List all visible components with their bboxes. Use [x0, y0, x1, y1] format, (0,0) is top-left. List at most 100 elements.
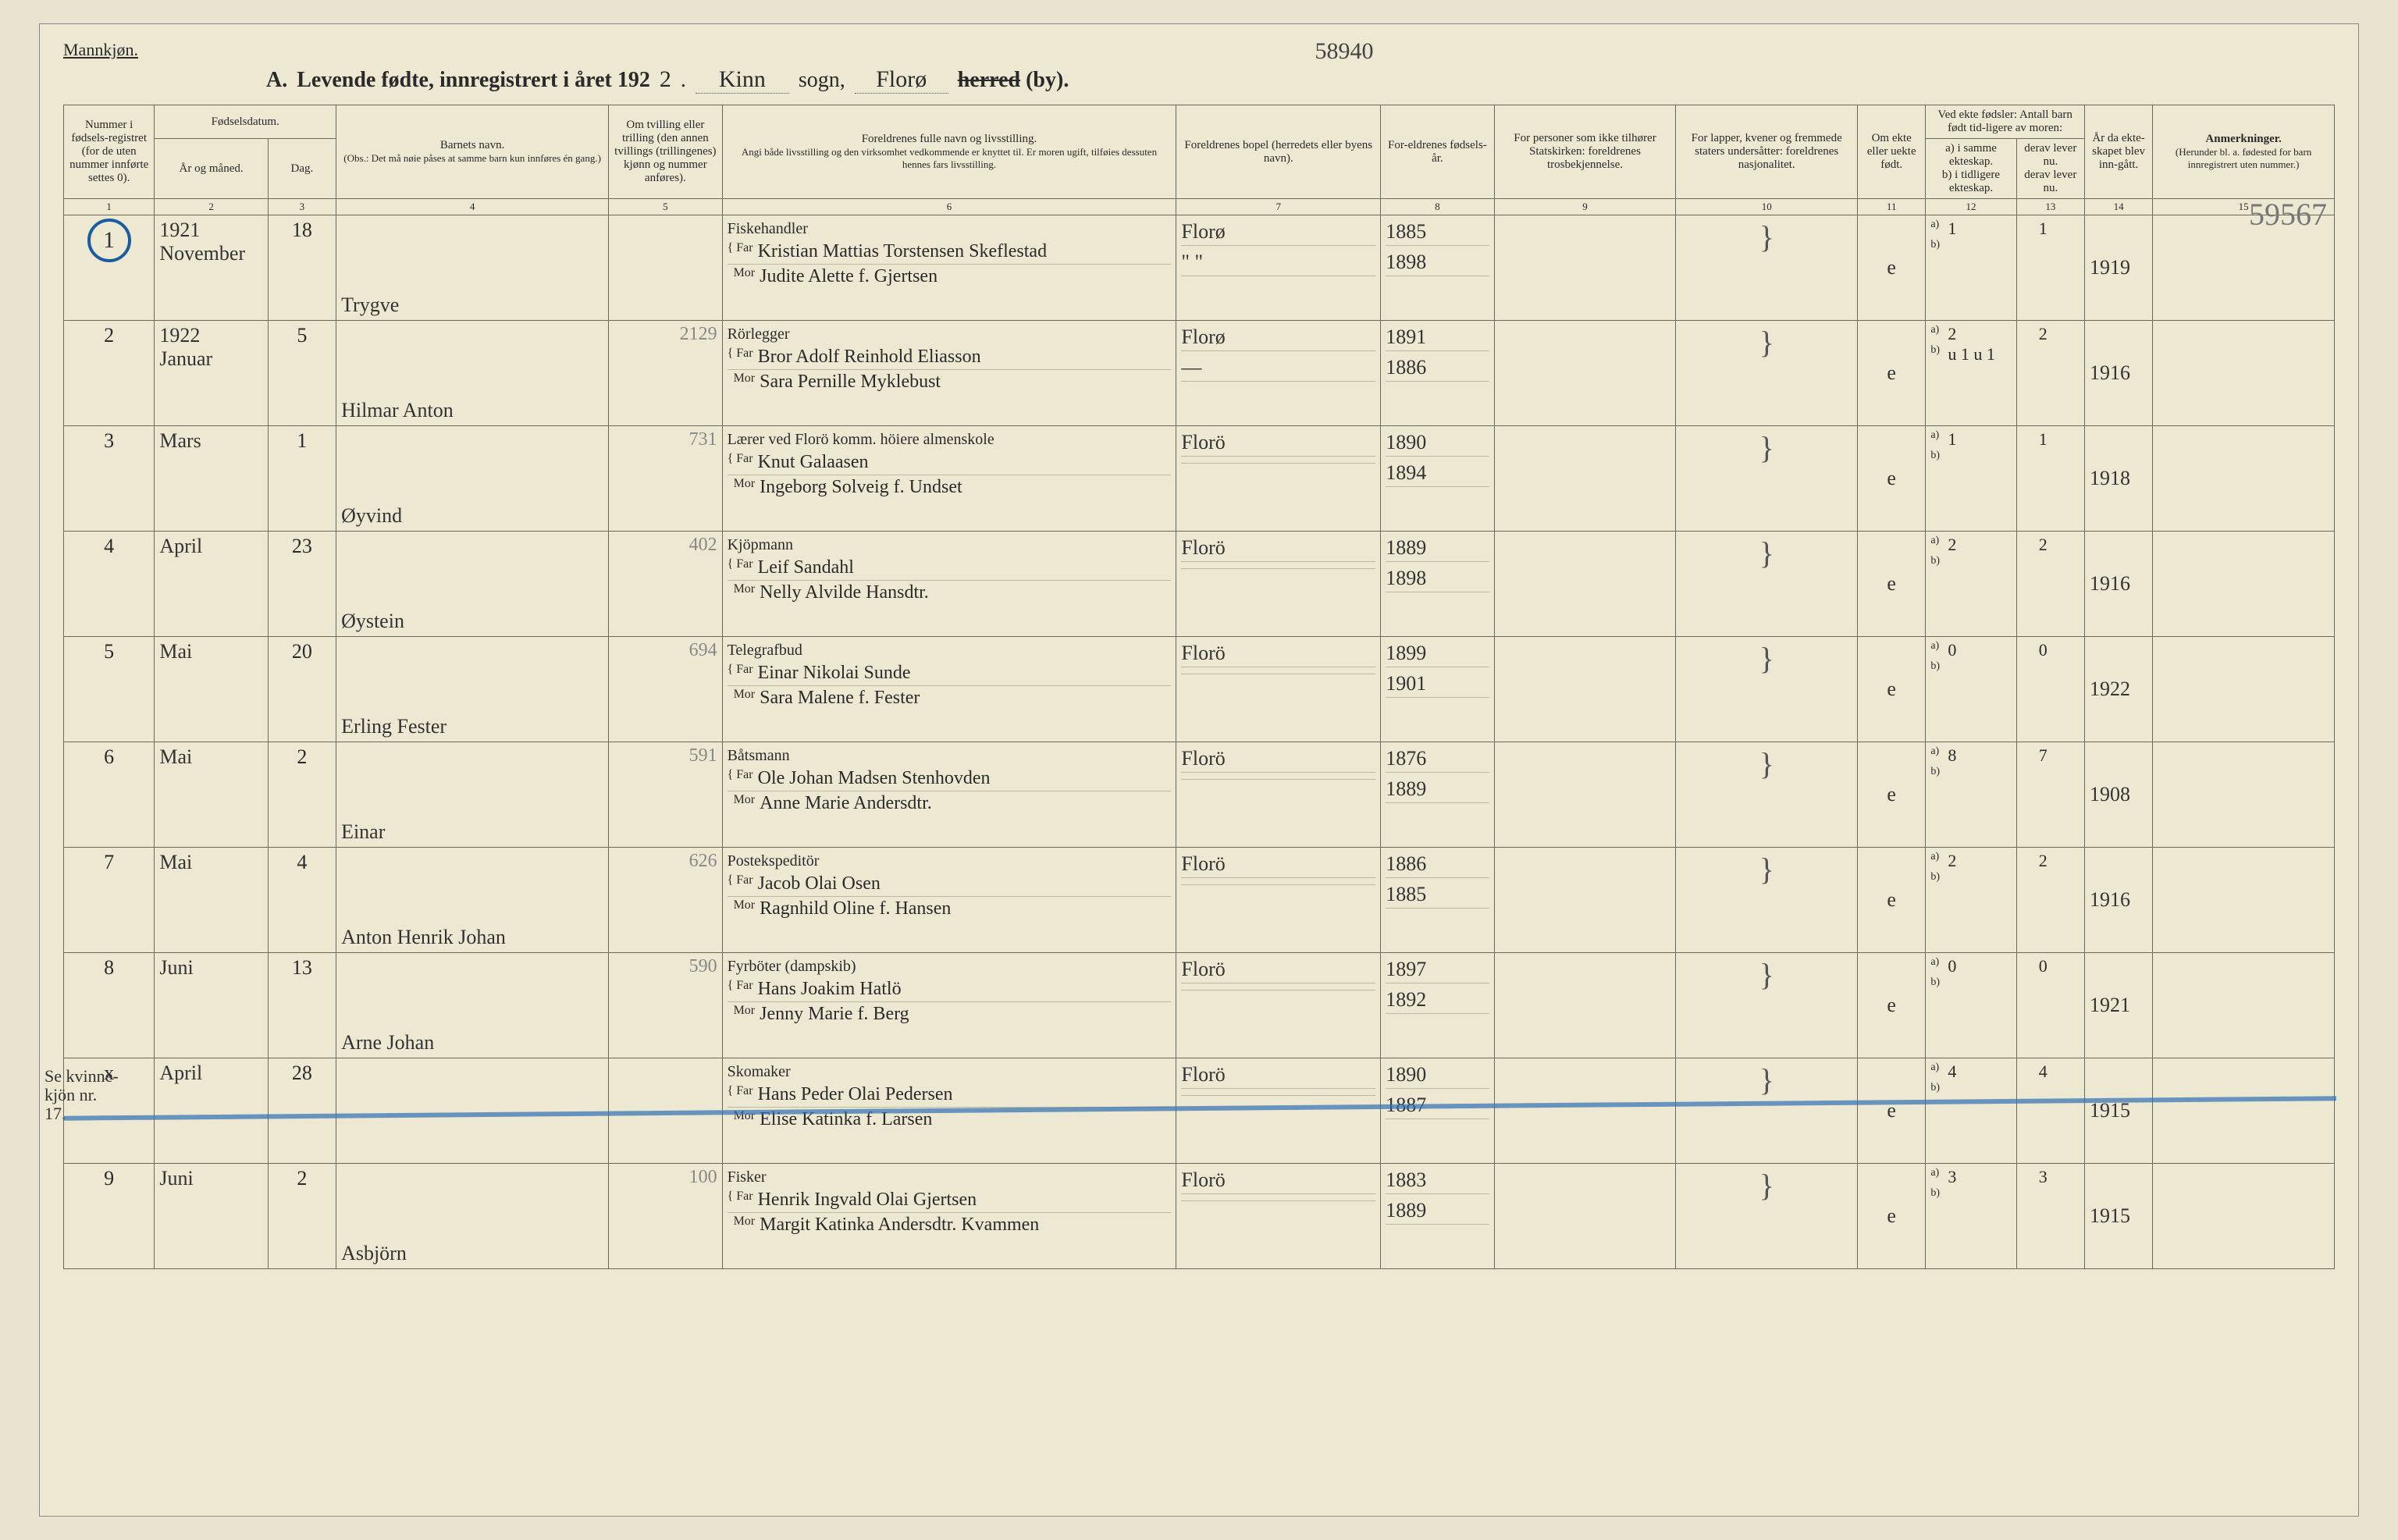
cell-num: 6: [64, 742, 155, 848]
mor-name: Ingeborg Solveig f. Undset: [760, 477, 1171, 498]
cell-year-month: Juni: [155, 953, 268, 1058]
cell-twin: 100: [609, 1164, 722, 1269]
cell-marriage-year: 1916: [2084, 848, 2152, 953]
cell-twin: [609, 215, 722, 321]
cell-children-alive: 1: [2016, 426, 2084, 532]
cell-parents: Telegrafbud { FarEinar Nikolai Sunde Mor…: [722, 637, 1176, 742]
cell-nationality: }: [1676, 426, 1858, 532]
cell-child-name: Øystein: [336, 532, 609, 637]
occupation: Rörlegger: [728, 325, 1172, 343]
mor-label: Mor: [728, 1215, 756, 1236]
cell-num: 9: [64, 1164, 155, 1269]
register-page: 58940 59567 Mannkjøn. A. Levende fødte, …: [39, 23, 2359, 1517]
cell-parent-years: 18971892: [1381, 953, 1494, 1058]
cell-faith: [1494, 426, 1676, 532]
far-name: Bror Adolf Reinhold Eliasson: [758, 347, 1172, 368]
cell-bopel: Florö: [1176, 848, 1381, 953]
cell-parent-years: 18911886: [1381, 321, 1494, 426]
stamp-number: 58940: [1315, 38, 1374, 65]
cell-day: 28: [268, 1058, 336, 1164]
cell-bopel: Florø—: [1176, 321, 1381, 426]
cell-faith: [1494, 321, 1676, 426]
col-number-row: 1 2 3 4 5 6 7 8 9 10 11 12 13 14 15: [64, 199, 2335, 215]
cell-day: 4: [268, 848, 336, 953]
cell-ekte: e: [1858, 321, 1926, 426]
mor-label: Mor: [728, 372, 756, 393]
mor-name: Margit Katinka Andersdtr. Kvammen: [760, 1215, 1171, 1236]
cell-children-a: a)8 b): [1926, 742, 2016, 848]
herred-value: Florø: [855, 66, 948, 94]
cell-children-alive: 4: [2016, 1058, 2084, 1164]
cell-parents: Postekspeditör { FarJacob Olai Osen MorR…: [722, 848, 1176, 953]
col-2-group: Fødselsdatum.: [155, 105, 336, 139]
cell-faith: [1494, 742, 1676, 848]
mor-label: Mor: [728, 266, 756, 287]
mor-name: Sara Pernille Myklebust: [760, 372, 1171, 393]
cell-ekte: e: [1858, 1058, 1926, 1164]
cell-remarks: [2153, 321, 2335, 426]
cell-day: 1: [268, 426, 336, 532]
cell-parents: Kjöpmann { FarLeif Sandahl MorNelly Alvi…: [722, 532, 1176, 637]
occupation: Skomaker: [728, 1063, 1172, 1081]
col-11-header: Om ekte eller uekte født.: [1858, 105, 1926, 199]
cell-year-month: 1921November: [155, 215, 268, 321]
cell-bopel: Florø" ": [1176, 215, 1381, 321]
cell-remarks: [2153, 1058, 2335, 1164]
col-2a: År og måned.: [155, 139, 268, 199]
col-10-header: For lapper, kvener og fremmede staters u…: [1676, 105, 1858, 199]
by-label: (by).: [1026, 68, 1069, 92]
table-row: 7 Mai 4 Anton Henrik Johan 626 Postekspe…: [64, 848, 2335, 953]
cell-ekte: e: [1858, 848, 1926, 953]
cell-parent-years: 18761889: [1381, 742, 1494, 848]
cell-twin: 2129: [609, 321, 722, 426]
occupation: Båtsmann: [728, 747, 1172, 765]
mor-name: Judite Alette f. Gjertsen: [760, 266, 1171, 287]
cell-faith: [1494, 637, 1676, 742]
table-row: 9 Juni 2 Asbjörn 100 Fisker { FarHenrik …: [64, 1164, 2335, 1269]
cell-ekte: e: [1858, 426, 1926, 532]
cell-nationality: }: [1676, 1164, 1858, 1269]
cell-year-month: Mai: [155, 637, 268, 742]
cell-day: 2: [268, 1164, 336, 1269]
cell-bopel: Florö: [1176, 953, 1381, 1058]
cell-child-name: Øyvind: [336, 426, 609, 532]
cell-parents: Lærer ved Florö komm. höiere almenskole …: [722, 426, 1176, 532]
side-pencil-number: 59567: [2249, 196, 2327, 233]
table-row: 6 Mai 2 Einar 591 Båtsmann { FarOle Joha…: [64, 742, 2335, 848]
cell-children-alive: 2: [2016, 321, 2084, 426]
cell-bopel: Florö: [1176, 742, 1381, 848]
cell-twin: 402: [609, 532, 722, 637]
cell-remarks: [2153, 953, 2335, 1058]
top-meta: Mannkjøn.: [63, 40, 2335, 60]
cell-child-name: Einar: [336, 742, 609, 848]
cell-twin: 626: [609, 848, 722, 953]
far-label: { Far: [728, 557, 753, 578]
far-label: { Far: [728, 241, 753, 262]
cell-nationality: }: [1676, 532, 1858, 637]
cell-ekte: e: [1858, 215, 1926, 321]
col-6-header: Foreldrenes fulle navn og livsstilling. …: [722, 105, 1176, 199]
cell-num: 2: [64, 321, 155, 426]
sogn-value: Kinn: [696, 66, 789, 94]
cell-nationality: }: [1676, 848, 1858, 953]
cell-children-a: a)2 b)u 1 u 1: [1926, 321, 2016, 426]
cell-marriage-year: 1921: [2084, 953, 2152, 1058]
table-row: 4 April 23 Øystein 402 Kjöpmann { FarLei…: [64, 532, 2335, 637]
cell-children-a: a)4 b): [1926, 1058, 2016, 1164]
cell-day: 5: [268, 321, 336, 426]
col-15-header: Anmerkninger. (Herunder bl. a. fødested …: [2153, 105, 2335, 199]
cell-remarks: [2153, 848, 2335, 953]
cell-remarks: [2153, 742, 2335, 848]
cell-num: 7: [64, 848, 155, 953]
entry-number: 9: [104, 1167, 114, 1190]
col-12-group: Ved ekte fødsler: Antall barn født tid-l…: [1926, 105, 2085, 139]
col-12a: a) i samme ekteskap. b) i tidligere ekte…: [1926, 139, 2016, 199]
mor-label: Mor: [728, 793, 756, 814]
cell-twin: 731: [609, 426, 722, 532]
cell-child-name: Trygve: [336, 215, 609, 321]
mor-label: Mor: [728, 688, 756, 709]
cell-parents: Rörlegger { FarBror Adolf Reinhold Elias…: [722, 321, 1176, 426]
cell-day: 18: [268, 215, 336, 321]
cell-remarks: [2153, 1164, 2335, 1269]
cell-year-month: April: [155, 1058, 268, 1164]
